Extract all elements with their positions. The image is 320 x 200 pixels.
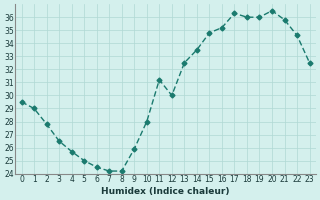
X-axis label: Humidex (Indice chaleur): Humidex (Indice chaleur) xyxy=(101,187,230,196)
